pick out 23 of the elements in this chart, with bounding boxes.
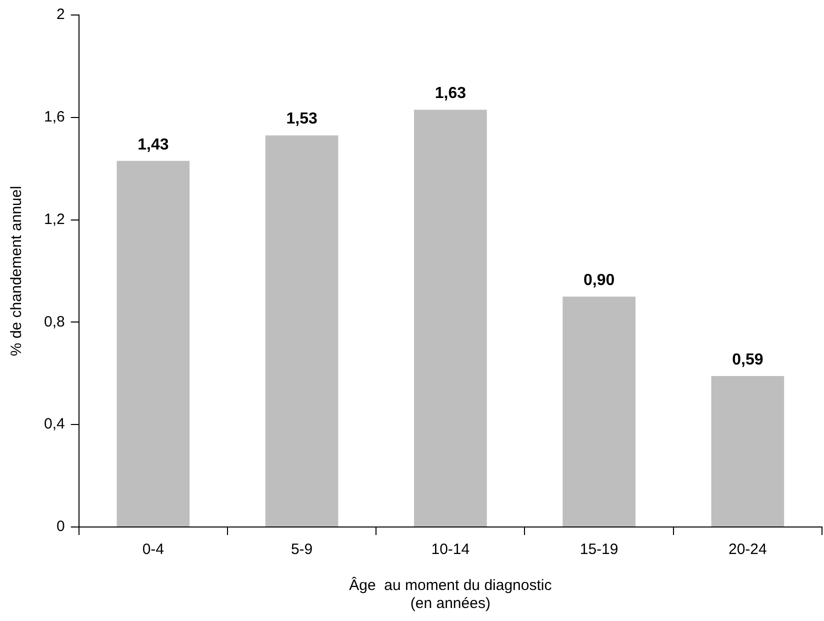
bar [711,376,784,526]
x-tick-label: 15-19 [580,541,618,558]
data-label: 0,90 [583,272,615,290]
y-axis-title: % de chandement annuel [8,186,26,356]
data-label: 1,43 [138,136,169,154]
x-tick-label: 10-14 [431,541,470,558]
y-tick-label: 1,2 [44,210,65,228]
data-label: 1,63 [434,85,466,102]
y-tick-label: 1,6 [44,108,65,126]
x-tick-label: 0-4 [142,541,164,558]
x-axis-title: Âge au moment du diagnostic (en années) [349,576,552,612]
y-tick-label: 0 [56,518,65,536]
data-label: 0,59 [732,351,764,368]
bar [265,135,338,526]
bar [414,110,487,526]
y-tick-label: 0,8 [44,313,65,330]
data-label: 1,53 [286,110,318,128]
x-tick-label: 5-9 [290,541,313,558]
bar [116,160,190,526]
y-tick-label: 2 [56,6,65,24]
y-tick-label: 0,4 [44,416,65,433]
x-tick-label: 20-24 [728,541,767,558]
bar [562,296,636,526]
